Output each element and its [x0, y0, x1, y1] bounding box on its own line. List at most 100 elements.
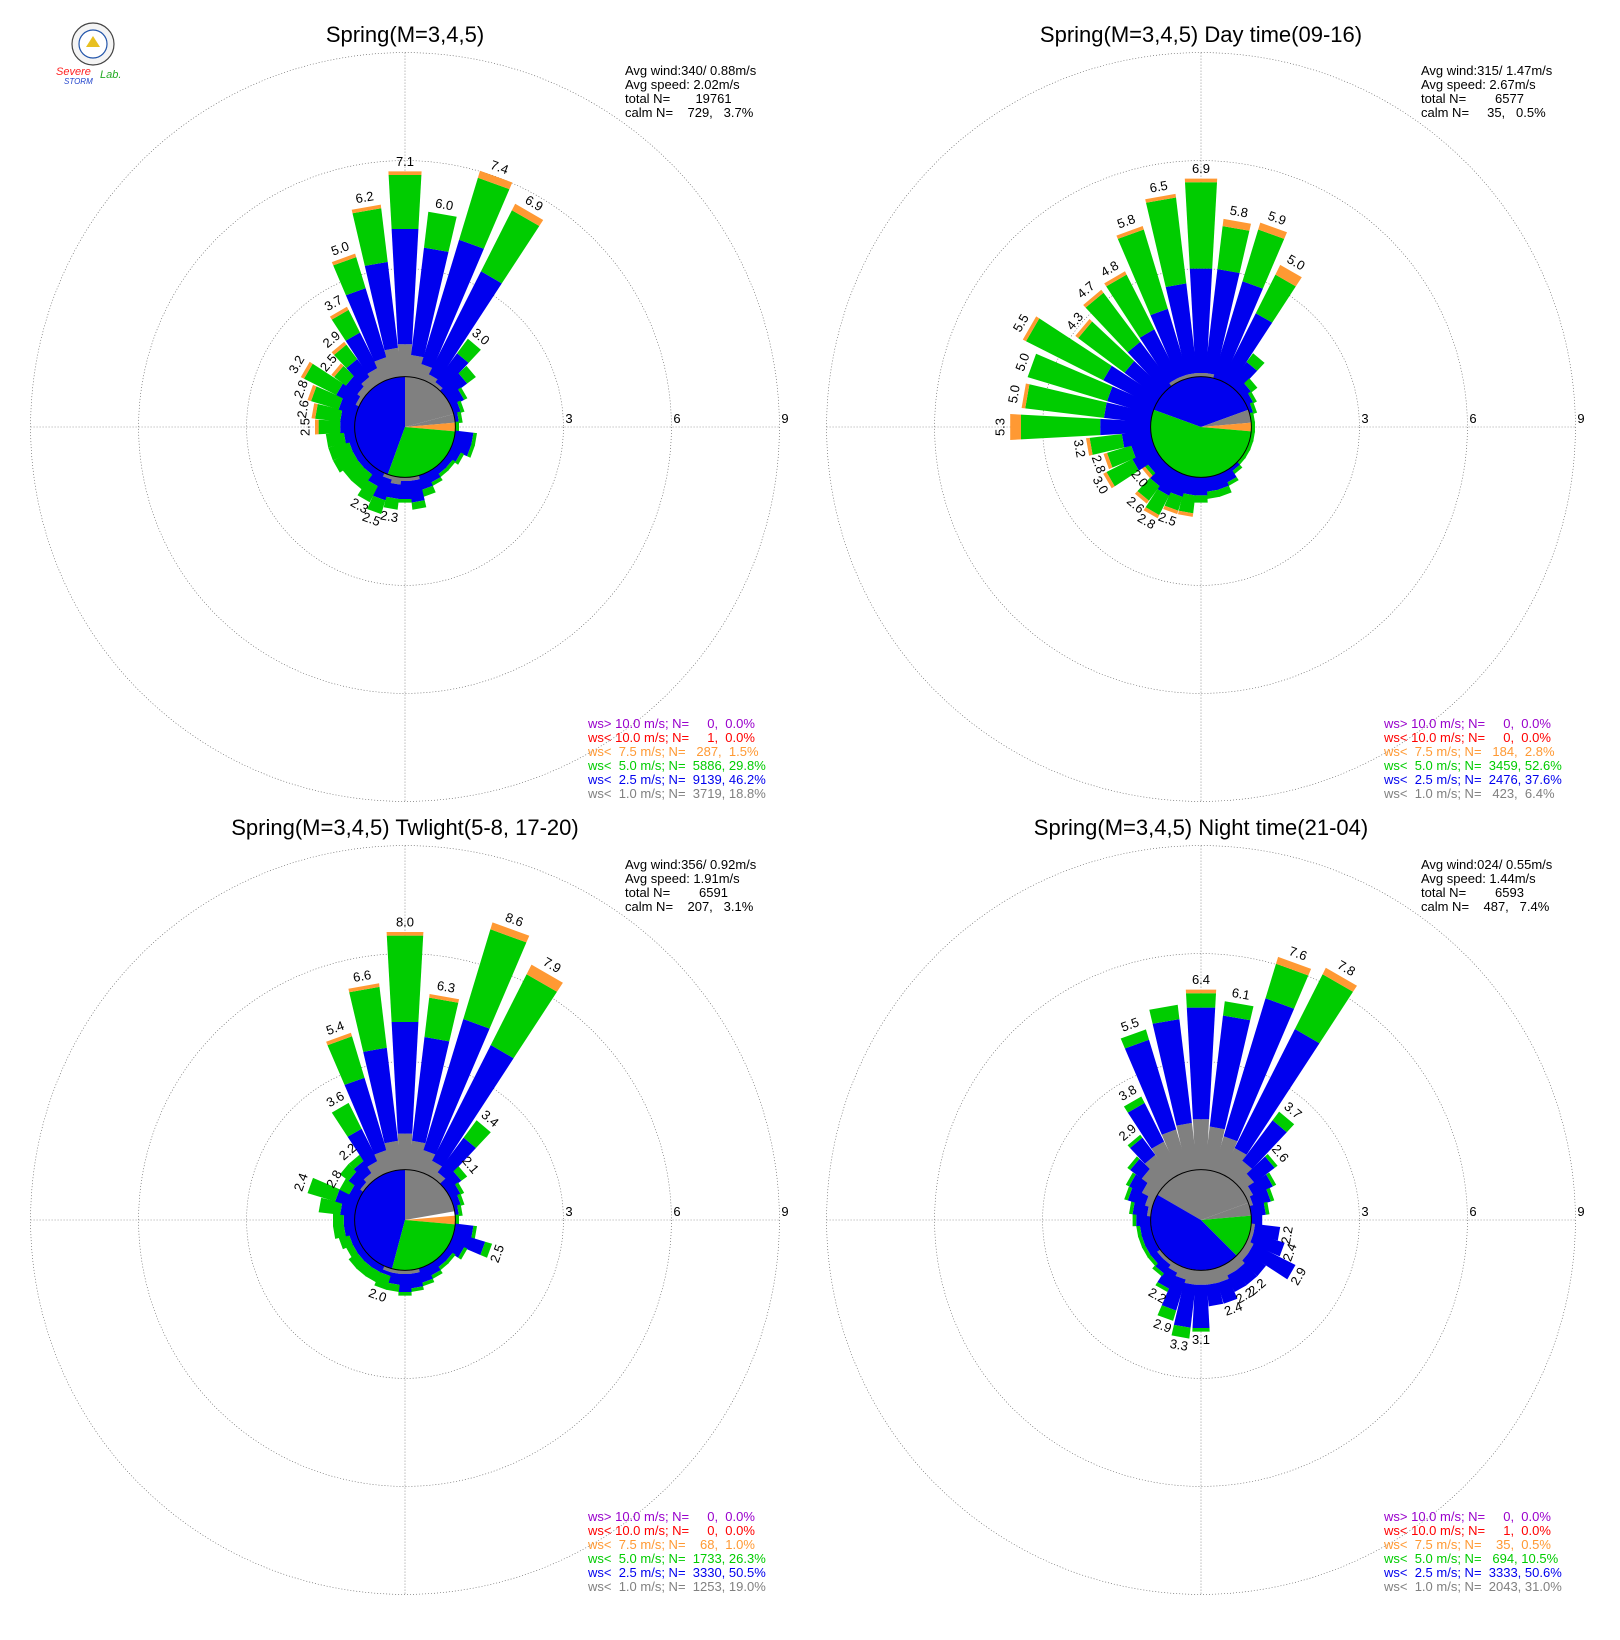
bar-segment-lt1 [1204, 1268, 1219, 1285]
bar-segment-lt5 [1089, 434, 1125, 455]
bar-segment-lt2-5 [372, 475, 392, 501]
bar-segment-lt1 [399, 1270, 411, 1274]
ring-label: 6 [673, 411, 680, 426]
bar-segment-lt5 [349, 986, 387, 1052]
bar-segment-lt2-5 [1249, 1202, 1266, 1217]
ring-label: 9 [781, 411, 788, 426]
legend-entry: ws< 1.0 m/s; N= 423, 6.4% [1383, 786, 1555, 801]
calm-pie-slice [1153, 376, 1201, 427]
bar-segment-lt5 [398, 1292, 412, 1296]
bar-segment-lt7-5 [477, 170, 513, 190]
bar-segment-lt5 [458, 1247, 468, 1260]
calm-pie-slice [405, 414, 456, 427]
range-ring [826, 845, 1576, 1595]
bar-segment-lt2-5 [421, 239, 484, 369]
bar-value-label: 5.3 [993, 418, 1008, 436]
bar-segment-lt5 [1244, 378, 1258, 393]
bar-segment-lt5 [1026, 318, 1112, 381]
stats-line: total N= 6591 [625, 885, 728, 900]
ring-label: 9 [781, 1204, 788, 1219]
bar-segment-lt5 [333, 1213, 344, 1227]
bar-segment-lt5 [1272, 1111, 1295, 1133]
bar-segment-lt5 [455, 1214, 459, 1226]
bar-segment-lt7-5 [1103, 452, 1113, 470]
bar-segment-lt2-5 [387, 1272, 401, 1285]
bar-segment-lt1 [408, 1268, 420, 1275]
bar-segment-lt1 [384, 347, 402, 379]
bar-segment-lt5 [1217, 485, 1232, 497]
bar-segment-lt5 [1137, 478, 1160, 501]
bar-segment-lt1 [1204, 1126, 1225, 1172]
bar-segment-lt5 [311, 386, 343, 410]
bar-segment-lt5 [467, 444, 475, 458]
bar-segment-lt2-5 [1129, 1174, 1148, 1193]
bar-segment-lt1 [417, 1150, 436, 1175]
bar-segment-lt2-5 [367, 468, 385, 487]
legend-entry: ws< 1.0 m/s; N= 2043, 31.0% [1383, 1579, 1562, 1594]
calm-pie-slice [405, 1169, 455, 1220]
bar-segment-lt2-5 [1186, 1007, 1216, 1120]
bar-segment-lt5 [1186, 993, 1216, 1008]
bar-segment-lt7-5 [300, 361, 313, 379]
bar-segment-lt1 [1151, 1141, 1181, 1179]
bar-segment-lt5 [1123, 1096, 1145, 1113]
bar-segment-lt5 [1117, 229, 1168, 316]
bar-segment-lt5 [1251, 421, 1255, 433]
stats-line: Avg speed: 2.67m/s [1421, 77, 1536, 92]
bar-segment-lt2-5 [1130, 1158, 1150, 1179]
bar-segment-lt5 [437, 467, 449, 478]
bar-segment-lt5 [481, 210, 540, 284]
stats-line: Avg wind:356/ 0.92m/s [625, 857, 757, 872]
bar-segment-lt7-5 [386, 932, 424, 936]
legend-entry: ws< 1.0 m/s; N= 1253, 19.0% [587, 1579, 766, 1594]
wind-rose-panel: 3 6 96.46.17.67.83.72.62.22.42.92.22.42.23… [826, 815, 1585, 1595]
bar-segment-lt2-5 [344, 1077, 387, 1155]
bar-segment-lt1 [1221, 1148, 1247, 1179]
bar-segment-lt7-5 [429, 994, 460, 1003]
bar-value-label: 5.4 [324, 1018, 346, 1038]
bar-value-label: 2.4 [1279, 1241, 1299, 1263]
bar-segment-lt7-5 [307, 384, 317, 402]
bar-segment-lt5 [411, 500, 427, 510]
bar-segment-lt2-5 [1124, 361, 1166, 399]
bar-segment-lt5 [383, 496, 399, 510]
calm-pie-slice [1201, 1215, 1252, 1256]
bar-segment-lt2-5 [1132, 447, 1160, 471]
bar-segment-lt5 [463, 929, 527, 1029]
bar-segment-lt7-5 [1185, 989, 1217, 994]
severe-storm-lab-logo: Severe STORM Lab. [56, 22, 121, 86]
bar-segment-lt5 [421, 1278, 435, 1287]
bar-segment-lt7-5 [1178, 510, 1194, 517]
bar-segment-lt5 [334, 344, 358, 369]
bar-segment-lt2-5 [398, 481, 412, 499]
logo-lab-text: Lab. [100, 69, 121, 81]
bar-segment-lt5 [490, 974, 557, 1059]
panel-title: Spring(M=3,4,5) Day time(09-16) [1040, 22, 1362, 47]
bar-segment-lt2-5 [440, 373, 468, 399]
bar-segment-lt7-5 [311, 403, 318, 419]
bar-segment-lt5 [338, 1234, 353, 1250]
legend-entry: ws< 2.5 m/s; N= 3333, 50.6% [1383, 1565, 1562, 1580]
logo-severe-text: Severe [56, 66, 91, 78]
bar-segment-lt2-5 [1235, 1263, 1258, 1286]
bar-value-label: 6.3 [436, 978, 456, 996]
bar-segment-lt2-5 [1217, 1278, 1238, 1304]
bar-value-label: 2.5 [360, 509, 382, 529]
bar-segment-lt5 [1164, 492, 1183, 511]
range-ring [1042, 268, 1360, 586]
bar-segment-lt5 [304, 363, 343, 395]
bar-segment-lt5 [421, 485, 436, 497]
calm-pie-outline [1150, 1169, 1252, 1271]
bar-value-label: 5.0 [1005, 384, 1023, 404]
legend-entry: ws< 10.0 m/s; N= 1, 0.0% [587, 730, 755, 745]
bar-segment-lt5 [1265, 1154, 1278, 1168]
bar-segment-lt1 [408, 1140, 426, 1172]
bar-segment-lt2-5 [1161, 1275, 1186, 1311]
bar-segment-lt2-5 [1130, 1137, 1156, 1164]
legend-entry: ws< 2.5 m/s; N= 2476, 37.6% [1383, 772, 1562, 787]
stats-line: Avg speed: 2.02m/s [625, 77, 740, 92]
legend-entry: ws> 10.0 m/s; N= 0, 0.0% [1383, 1509, 1551, 1524]
bar-segment-lt2-5 [1121, 430, 1153, 448]
bar-value-label: 3.3 [1169, 1336, 1189, 1354]
